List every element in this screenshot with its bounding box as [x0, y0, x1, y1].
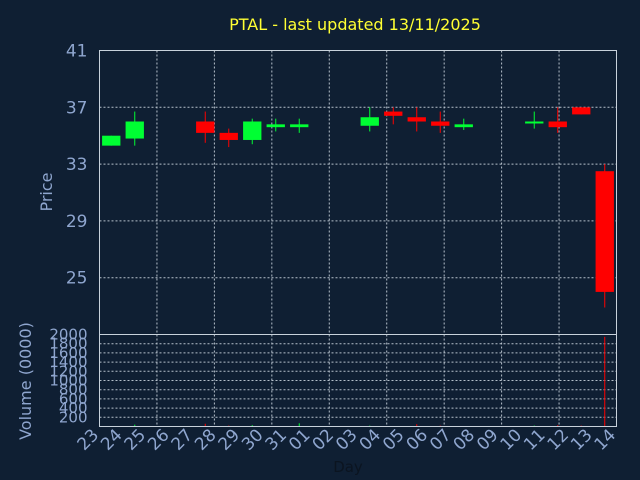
candle-body [431, 121, 450, 126]
candle-body [384, 111, 403, 116]
candle-body [525, 121, 544, 124]
candle-body [219, 132, 238, 140]
volume-tick-label: 600 [59, 390, 88, 408]
candle-body [454, 124, 473, 128]
volume-tick-label: 1000 [49, 372, 87, 390]
candle-body [102, 135, 121, 146]
volume-tick-label: 1400 [49, 353, 87, 371]
candle-body [196, 121, 215, 133]
volume-tick-label: 1800 [49, 335, 87, 353]
price-tick-label: 25 [66, 269, 88, 289]
candles [102, 107, 614, 308]
price-tick-label: 37 [66, 98, 88, 118]
price-tick-label: 29 [66, 212, 88, 232]
candle-body [572, 107, 591, 115]
price-tick-label: 33 [66, 155, 88, 175]
volume-tick-label: 1600 [49, 344, 87, 362]
candle-body [548, 121, 567, 128]
volume-plot-frame [99, 334, 617, 427]
x-axis-title: Day [333, 458, 363, 476]
day-tick-labels: 2324252627282930310102030405060708091011… [74, 425, 620, 454]
volume-axis-title: Volume (0000) [16, 322, 35, 440]
volume-tick-label: 400 [59, 399, 88, 417]
candle-body [125, 121, 144, 139]
volume-tick-label: 200 [59, 408, 88, 426]
price-axis-title: Price [37, 172, 56, 211]
candle-body [360, 117, 379, 126]
price-tick-label: 41 [66, 42, 88, 62]
volume-tick-label: 1200 [49, 362, 87, 380]
candle-body [595, 171, 614, 292]
price-tick-labels: 41 37 33 29 25 [66, 42, 88, 289]
volume-tick-label: 2000 [49, 326, 87, 344]
price-grid [99, 50, 617, 335]
candle-body [266, 124, 285, 128]
chart-title: PTAL - last updated 13/11/2025 [229, 15, 481, 34]
candle-body [407, 117, 426, 122]
volume-grid [99, 334, 617, 427]
candle-body [290, 124, 309, 128]
candle-body [243, 121, 262, 140]
volume-tick-label: 800 [59, 381, 88, 399]
